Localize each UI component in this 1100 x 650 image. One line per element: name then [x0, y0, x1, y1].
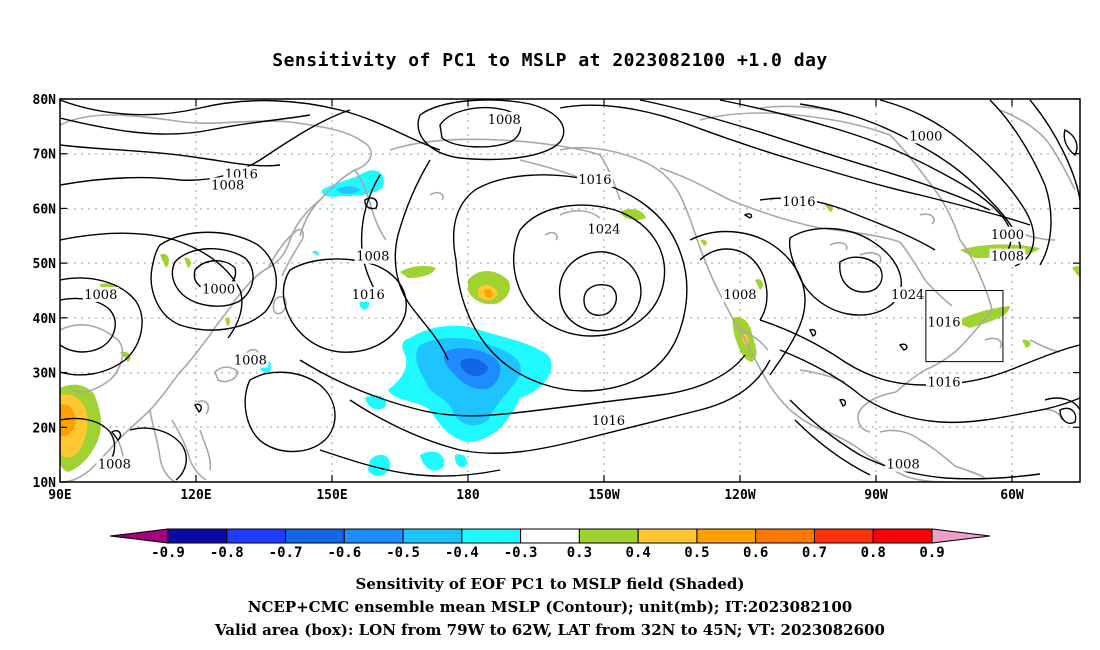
- colorbar-swatch: [578, 528, 639, 544]
- contour-label-bg: [96, 456, 133, 472]
- caption-contour: NCEP+CMC ensemble mean MSLP (Contour); u…: [247, 598, 853, 616]
- colorbar-label: 0.8: [861, 545, 886, 561]
- contour-label-bg: [889, 286, 926, 302]
- colorbar-swatch: [520, 528, 580, 544]
- caption-valid-area: Valid area (box): LON from 79W to 62W, L…: [215, 621, 885, 639]
- colorbar-swatch: [461, 528, 522, 544]
- lon-label: 120W: [724, 488, 755, 503]
- contour-label-bg: [200, 281, 237, 297]
- lon-label: 120E: [180, 488, 211, 503]
- colorbar-swatch: [343, 528, 404, 544]
- contour-label: 1024: [891, 288, 924, 303]
- contour-label: 1016: [578, 173, 611, 188]
- lon-label: 180: [456, 488, 480, 503]
- colorbar-high-arrow: [931, 528, 991, 544]
- contour-label: 1016: [927, 315, 960, 330]
- colorbar-swatch: [872, 528, 933, 544]
- colorbar-swatch: [167, 528, 228, 544]
- lat-label: 50N: [33, 257, 57, 272]
- lon-label: 150W: [588, 488, 619, 503]
- contour-label-bg: [780, 193, 817, 209]
- lat-label: 40N: [33, 312, 57, 327]
- colorbar: -0.9 -0.8 -0.7 -0.6 -0.5 -0.4 -0.3 0.3 0.4 0.5 0.6…: [109, 528, 991, 561]
- contour-label-bg: [232, 352, 269, 368]
- colorbar-label: -0.4: [445, 545, 479, 561]
- valid-area-box: [925, 290, 1004, 363]
- lat-label: 60N: [33, 202, 57, 217]
- colorbar-label: -0.8: [210, 545, 244, 561]
- lat-label: 20N: [33, 421, 57, 436]
- colorbar-label: 0.7: [802, 545, 827, 561]
- contour-label: 1016: [592, 414, 625, 429]
- contour-label: 1024: [587, 222, 620, 237]
- contour-label: 1008: [84, 288, 117, 303]
- colorbar-swatch: [402, 528, 463, 544]
- colorbar-label: 0.5: [684, 545, 709, 561]
- colorbar-label: -0.7: [269, 545, 303, 561]
- contour-label-bg: [350, 286, 387, 302]
- colorbar-label: 0.6: [743, 545, 768, 561]
- contour-label-bg: [82, 286, 119, 302]
- colorbar-label: -0.9: [151, 545, 185, 561]
- contour-label: 1000: [991, 228, 1024, 243]
- contour-label: 1008: [356, 250, 389, 265]
- contour-label-bg: [926, 314, 962, 330]
- colorbar-swatch: [637, 528, 698, 544]
- contour-label: 1000: [909, 129, 942, 144]
- contour-label: 1008: [211, 179, 244, 194]
- caption-shading: Sensitivity of EOF PC1 to MSLP field (Sh…: [355, 575, 745, 593]
- colorbar-swatch: [813, 528, 874, 544]
- map-title: Sensitivity of PC1 to MSLP at 2023082100…: [272, 50, 828, 71]
- lat-label: 30N: [33, 367, 57, 382]
- contour-label-bg: [989, 248, 1026, 264]
- contour-label-bg: [926, 374, 962, 390]
- lat-label: 70N: [33, 148, 57, 163]
- contour-label: 1008: [723, 288, 756, 303]
- colorbar-swatch: [755, 528, 815, 544]
- contour-label: 1000: [202, 283, 235, 298]
- contour-label: 1008: [991, 250, 1024, 265]
- colorbar-label: -0.6: [327, 545, 361, 561]
- contour-label-bg: [486, 111, 523, 127]
- colorbar-label: -0.3: [504, 545, 538, 561]
- lon-label: 90E: [48, 488, 71, 503]
- lon-label: 150E: [316, 488, 347, 503]
- graticule: [60, 99, 1080, 482]
- contour-label: 1008: [887, 458, 920, 473]
- lat-label: 10N: [33, 476, 57, 491]
- lon-label: 60W: [1000, 488, 1024, 503]
- lat-label: 80N: [33, 93, 57, 108]
- contour-label-bg: [590, 412, 627, 428]
- colorbar-label: 0.9: [919, 545, 944, 561]
- contour-label: 1016: [927, 376, 960, 391]
- colorbar-label: 0.3: [567, 545, 592, 561]
- colorbar-swatch: [285, 528, 345, 544]
- colorbar-label: 0.4: [626, 545, 651, 561]
- contour-label-bg: [576, 172, 613, 188]
- colorbar-swatch: [696, 528, 757, 544]
- contour-label: 1008: [234, 354, 267, 369]
- contour-label: 1016: [352, 288, 385, 303]
- plot-frame: [59, 98, 1081, 483]
- contour-label: 1016: [782, 195, 815, 210]
- contour-label: 1008: [98, 458, 131, 473]
- contour-label-bg: [989, 226, 1026, 242]
- lon-label: 90W: [864, 488, 888, 503]
- contour-label: 1008: [488, 113, 521, 128]
- contour-label-bg: [209, 177, 246, 193]
- contour-label-bg: [354, 248, 391, 264]
- contour-label-bg: [907, 128, 944, 144]
- colorbar-low-arrow: [109, 528, 169, 544]
- colorbar-swatch: [226, 528, 287, 544]
- colorbar-label: -0.5: [386, 545, 420, 561]
- contour-label-bg: [722, 286, 758, 302]
- contour-label-bg: [885, 456, 922, 472]
- contour-label-bg: [586, 221, 622, 237]
